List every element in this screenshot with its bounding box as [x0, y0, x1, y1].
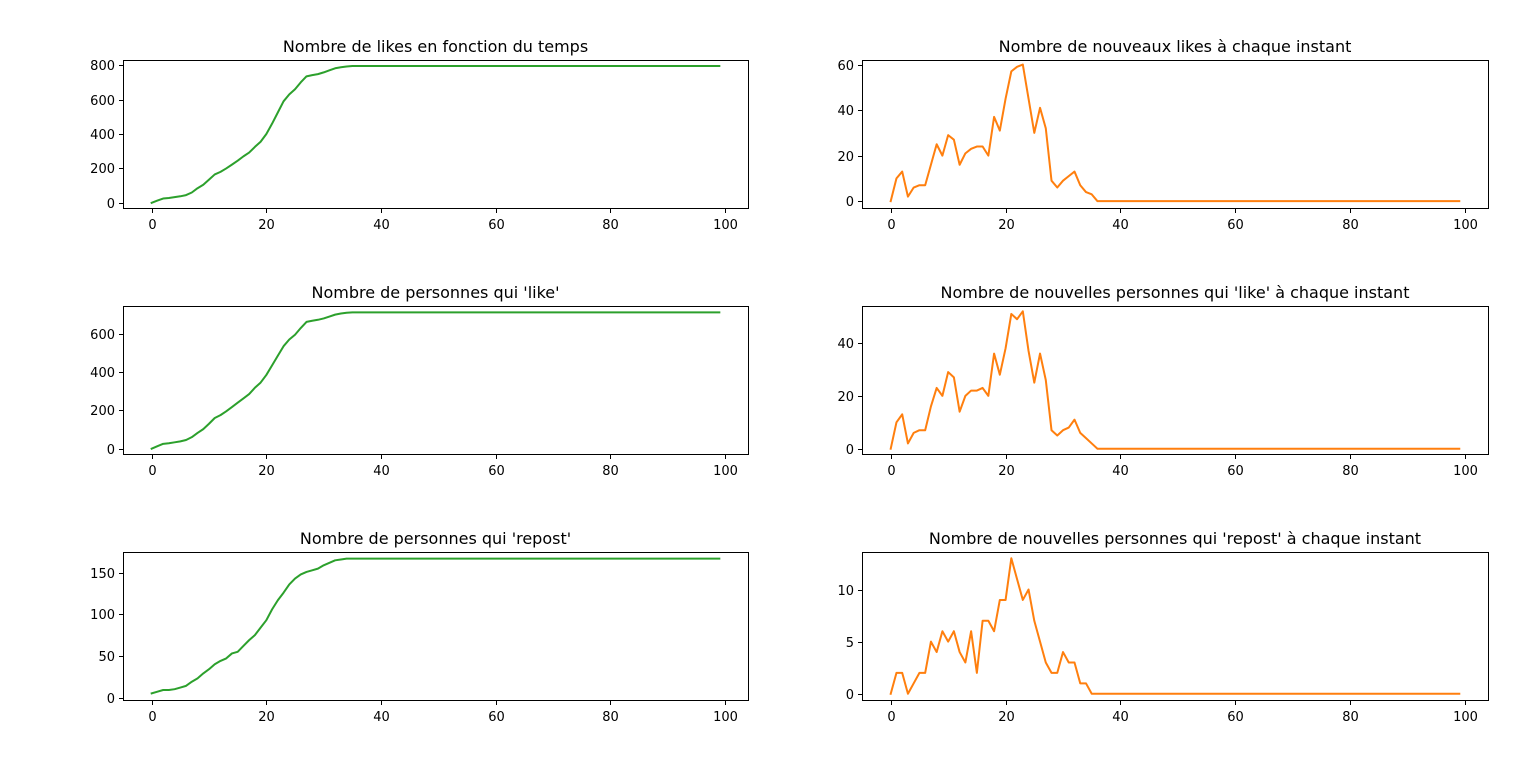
x-tick-label: 100: [713, 464, 738, 479]
subplot-3: Nombre de personnes qui 'like' 0 20 40 60 80 1…: [90, 283, 749, 479]
x-tick-label: 0: [148, 710, 156, 725]
y-tick-label: 400: [90, 366, 115, 381]
y-tick-label: 10: [837, 584, 854, 599]
subplot-6: Nombre de nouvelles personnes qui 'repos…: [837, 529, 1489, 725]
x-tick-label: 60: [488, 464, 505, 479]
series-line: [889, 310, 1461, 450]
y-tick-label: 0: [846, 195, 854, 210]
x-tick-label: 0: [887, 710, 895, 725]
x-tick-label: 80: [602, 218, 619, 233]
series-line: [150, 65, 721, 205]
x-tick-label: 20: [998, 218, 1015, 233]
y-tick-label: 0: [107, 692, 115, 707]
axes-frame: [862, 306, 1489, 455]
y-tick-label: 100: [90, 608, 115, 623]
y-tick-label: 60: [837, 59, 854, 74]
x-tick-label: 0: [148, 218, 156, 233]
x-tick-label: 20: [998, 710, 1015, 725]
series-line: [889, 557, 1461, 695]
chart-title: Nombre de nouvelles personnes qui 'like'…: [941, 283, 1410, 302]
y-tick-label: 600: [90, 328, 115, 343]
subplot-5: Nombre de personnes qui 'repost' 0 20 40 60 8…: [90, 529, 749, 725]
y-tick-label: 20: [837, 390, 854, 405]
y-tick-label: 200: [90, 162, 115, 177]
x-tick-label: 0: [148, 464, 156, 479]
x-tick-label: 40: [1112, 218, 1129, 233]
y-tick-label: 0: [107, 197, 115, 212]
x-tick-label: 80: [602, 464, 619, 479]
series-line: [150, 311, 721, 450]
subplot-2: Nombre de nouveaux likes à chaque instan…: [837, 37, 1489, 233]
x-tick-label: 60: [488, 710, 505, 725]
x-tick-label: 40: [373, 464, 390, 479]
series-line: [150, 557, 721, 695]
axes-frame: [123, 552, 749, 701]
x-tick-label: 40: [373, 218, 390, 233]
series-line: [889, 63, 1461, 203]
chart-title: Nombre de nouvelles personnes qui 'repos…: [929, 529, 1421, 548]
x-tick-label: 80: [1342, 710, 1359, 725]
x-tick-label: 100: [1453, 218, 1478, 233]
x-tick-label: 60: [488, 218, 505, 233]
chart-title: Nombre de personnes qui 'like': [311, 283, 559, 302]
y-tick-label: 0: [846, 688, 854, 703]
x-tick-label: 20: [258, 464, 275, 479]
x-tick-label: 20: [258, 218, 275, 233]
x-tick-label: 100: [713, 710, 738, 725]
x-tick-label: 80: [1342, 464, 1359, 479]
x-tick-label: 100: [713, 218, 738, 233]
axes-frame: [862, 60, 1489, 209]
x-tick-label: 100: [1453, 464, 1478, 479]
x-tick-label: 60: [1227, 218, 1244, 233]
x-tick-label: 40: [373, 710, 390, 725]
axes-frame: [123, 60, 749, 209]
x-tick-label: 80: [1342, 218, 1359, 233]
x-tick-label: 0: [887, 218, 895, 233]
chart-title: Nombre de nouveaux likes à chaque instan…: [999, 37, 1352, 56]
x-tick-label: 20: [258, 710, 275, 725]
x-tick-label: 60: [1227, 710, 1244, 725]
x-tick-label: 60: [1227, 464, 1244, 479]
y-tick-label: 600: [90, 94, 115, 109]
y-tick-label: 150: [90, 567, 115, 582]
x-tick-label: 40: [1112, 464, 1129, 479]
axes-frame: [862, 552, 1489, 701]
y-tick-label: 40: [837, 337, 854, 352]
chart-title: Nombre de likes en fonction du temps: [283, 37, 588, 56]
axes-frame: [123, 306, 749, 455]
subplot-1: Nombre de likes en fonction du temps 0 20 4…: [90, 37, 749, 233]
y-tick-label: 0: [846, 443, 854, 458]
x-tick-label: 0: [887, 464, 895, 479]
y-tick-label: 800: [90, 59, 115, 74]
y-tick-label: 5: [846, 636, 854, 651]
x-tick-label: 100: [1453, 710, 1478, 725]
y-tick-label: 40: [837, 104, 854, 119]
y-tick-label: 200: [90, 404, 115, 419]
y-tick-label: 0: [107, 443, 115, 458]
x-tick-label: 80: [602, 710, 619, 725]
y-tick-label: 400: [90, 128, 115, 143]
chart-title: Nombre de personnes qui 'repost': [300, 529, 571, 548]
y-tick-label: 50: [98, 650, 115, 665]
x-tick-label: 40: [1112, 710, 1129, 725]
y-tick-label: 20: [837, 150, 854, 165]
x-tick-label: 20: [998, 464, 1015, 479]
subplot-4: Nombre de nouvelles personnes qui 'like'…: [837, 283, 1489, 479]
